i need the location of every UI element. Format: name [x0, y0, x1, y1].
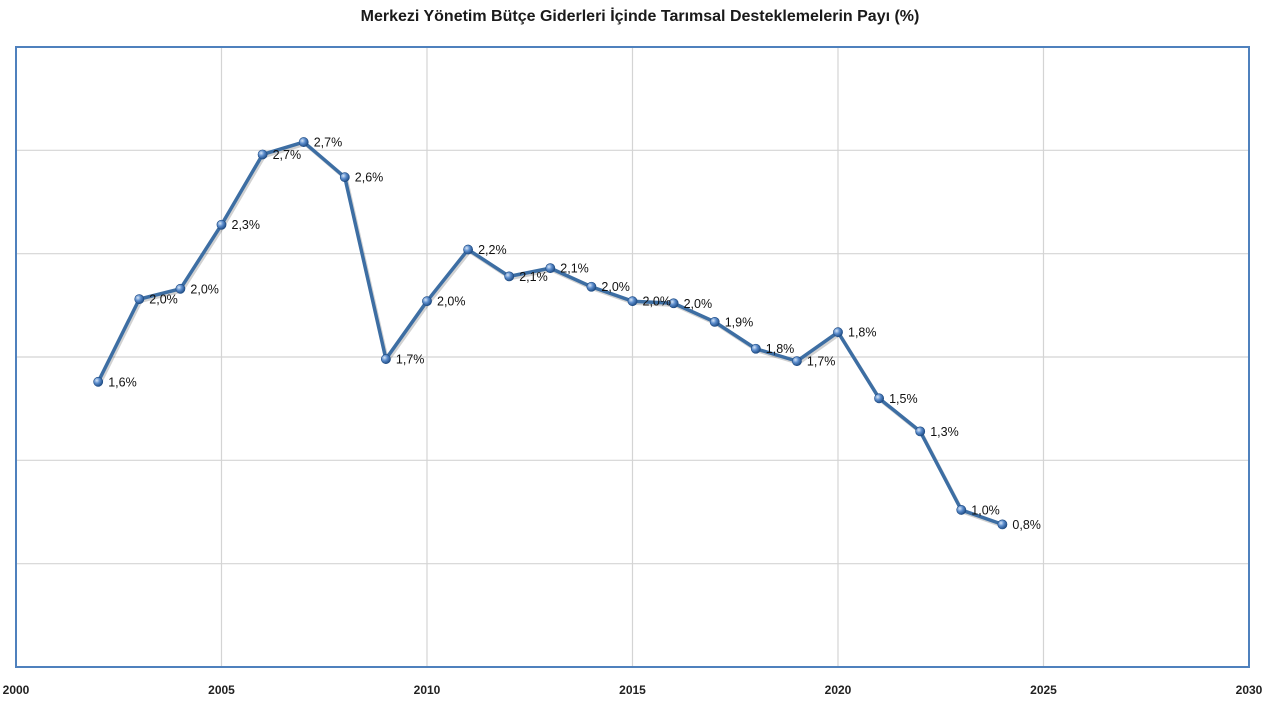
x-tick-label: 2005: [208, 683, 235, 697]
data-label: 1,7%: [807, 355, 836, 369]
data-label: 2,0%: [601, 280, 630, 294]
x-tick-label: 2030: [1236, 683, 1263, 697]
x-tick-label: 2025: [1030, 683, 1057, 697]
data-point-marker: [216, 219, 227, 230]
data-label: 0,8%: [1012, 518, 1041, 532]
data-point-marker: [463, 244, 473, 255]
data-label: 1,8%: [848, 326, 877, 340]
series-layer: [93, 137, 1008, 530]
data-label: 2,1%: [560, 262, 589, 276]
x-axis-ticks: 2000 2005 2010 2015 2020 2025 2030: [3, 683, 1263, 697]
data-point-marker: [956, 505, 967, 515]
data-label: 2,7%: [314, 136, 343, 150]
data-label: 2,7%: [273, 148, 302, 162]
data-label: 2,0%: [643, 295, 672, 309]
data-label: 1,9%: [725, 315, 754, 329]
data-label: 1,6%: [108, 375, 137, 389]
x-tick-label: 2010: [414, 683, 441, 697]
data-point-marker: [915, 426, 926, 437]
data-point-marker: [339, 172, 350, 183]
data-point-marker: [422, 296, 432, 307]
data-labels: 1,6% 2,0% 2,0% 2,3% 2,7% 2,7% 2,6% 1,7% 2,0% 2,2%…: [108, 136, 1041, 532]
data-label: 2,2%: [478, 243, 507, 257]
data-label: 2,0%: [684, 297, 713, 311]
data-point-marker: [175, 283, 186, 294]
data-point-marker: [709, 316, 720, 327]
data-label: 1,8%: [766, 342, 795, 356]
data-point-marker: [93, 376, 104, 387]
data-label: 2,6%: [355, 171, 384, 185]
data-label: 2,3%: [232, 218, 261, 232]
chart-title: Merkezi Yönetim Bütçe Giderleri İçinde T…: [360, 8, 920, 25]
x-tick-label: 2020: [825, 683, 852, 697]
data-point-marker: [997, 519, 1008, 530]
data-point-marker: [134, 294, 145, 305]
data-label: 1,0%: [971, 503, 1000, 517]
data-label: 2,0%: [149, 293, 178, 307]
plot-area-frame: [15, 46, 1250, 668]
grid: [16, 47, 1249, 667]
data-point-marker: [380, 354, 391, 364]
data-point-marker: [627, 296, 638, 307]
data-point-marker: [298, 137, 309, 147]
data-point-marker: [792, 356, 802, 367]
data-point-marker: [586, 281, 597, 292]
x-tick-label: 2015: [619, 683, 646, 697]
data-label: 1,5%: [889, 392, 918, 406]
data-label: 2,0%: [190, 282, 219, 296]
data-point-marker: [504, 271, 515, 282]
data-label: 2,1%: [519, 270, 548, 284]
data-point-marker: [545, 263, 556, 274]
data-label: 2,0%: [437, 295, 466, 309]
data-label: 1,7%: [396, 353, 425, 367]
data-point-marker: [833, 327, 843, 338]
x-tick-label: 2000: [3, 683, 30, 697]
data-point-marker: [874, 393, 884, 404]
data-label: 1,3%: [930, 425, 959, 439]
data-point-marker: [750, 343, 761, 354]
data-point-marker: [668, 298, 679, 309]
data-point-marker: [257, 149, 268, 160]
